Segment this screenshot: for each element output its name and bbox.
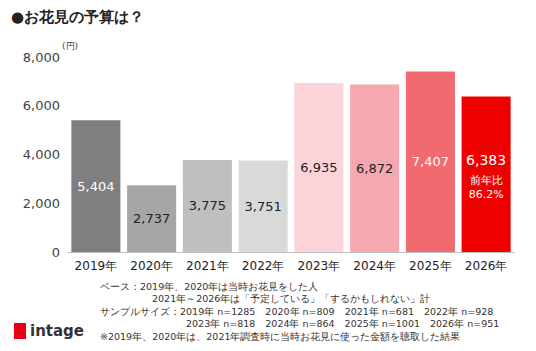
svg-text:2021年: 2021年 (186, 259, 229, 273)
svg-text:6,000: 6,000 (23, 98, 60, 113)
svg-text:86.2%: 86.2% (469, 188, 504, 201)
svg-text:7,407: 7,407 (412, 154, 449, 169)
svg-text:8,000: 8,000 (23, 50, 60, 65)
svg-text:サンプルサイズ：2019年 n=1285 2020年 n=8: サンプルサイズ：2019年 n=1285 2020年 n=809 2021年 n… (100, 306, 493, 317)
svg-text:2019年: 2019年 (75, 259, 118, 273)
svg-text:ベース：2019年、2020年は当時お花見をした人: ベース：2019年、2020年は当時お花見をした人 (100, 281, 318, 292)
svg-text:2020年: 2020年 (130, 259, 173, 273)
svg-text:3,751: 3,751 (245, 199, 282, 214)
svg-text:6,935: 6,935 (300, 160, 337, 175)
svg-text:intage: intage (30, 322, 84, 340)
svg-text:※2019年、2020年は、2021年調査時に当時お花見に使: ※2019年、2020年は、2021年調査時に当時お花見に使った金額を聴取した結… (100, 331, 461, 342)
svg-text:2021年～2026年は「予定している」「するかもしれない」: 2021年～2026年は「予定している」「するかもしれない」計 (152, 293, 430, 304)
svg-text:6,872: 6,872 (356, 161, 393, 176)
svg-text:(円): (円) (62, 41, 78, 51)
svg-text:0: 0 (52, 245, 60, 260)
svg-text:6,383: 6,383 (466, 152, 506, 168)
svg-text:3,775: 3,775 (189, 198, 226, 213)
svg-text:2025年: 2025年 (409, 259, 452, 273)
svg-text:2,737: 2,737 (133, 211, 170, 226)
svg-text:2024年: 2024年 (353, 259, 396, 273)
svg-text:2023年 n=818 2024年 n=864 2025年: 2023年 n=818 2024年 n=864 2025年 n=1001 202… (186, 318, 499, 329)
svg-text:2022年: 2022年 (242, 259, 285, 273)
svg-text:2,000: 2,000 (23, 196, 60, 211)
svg-text:●お花見の予算は？: ●お花見の予算は？ (11, 8, 144, 26)
svg-text:4,000: 4,000 (23, 147, 60, 162)
svg-text:5,404: 5,404 (77, 179, 114, 194)
svg-text:前年比: 前年比 (470, 174, 503, 187)
svg-text:2023年: 2023年 (298, 259, 341, 273)
svg-text:2026年: 2026年 (465, 259, 508, 273)
